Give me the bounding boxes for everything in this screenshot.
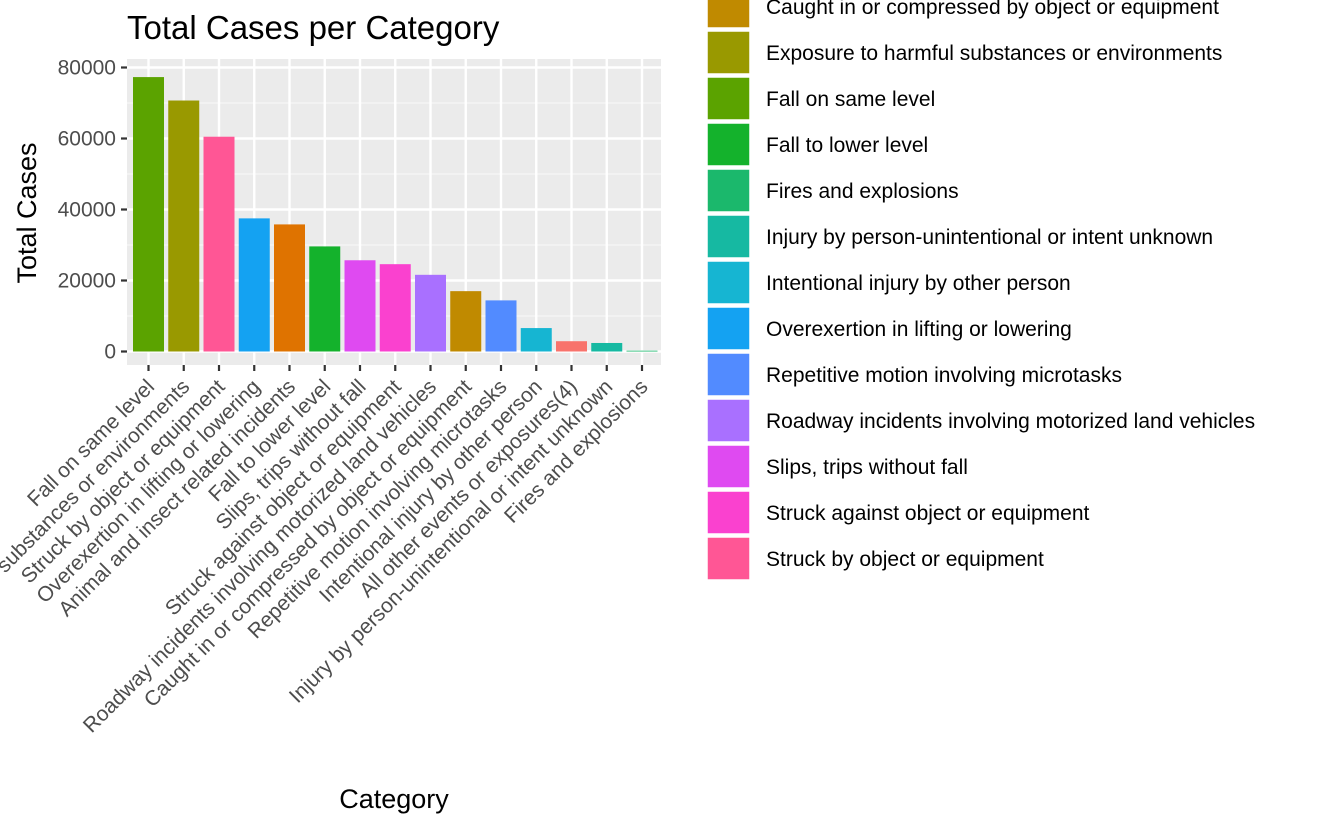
legend-label: Struck by object or equipment — [766, 548, 1044, 571]
bar — [450, 291, 482, 352]
legend-key — [706, 306, 751, 351]
legend-key — [706, 490, 751, 535]
y-tick-label: 60000 — [58, 128, 116, 151]
bar — [203, 136, 235, 352]
legend-label: Exposure to harmful substances or enviro… — [766, 42, 1222, 65]
legend-label: Fall on same level — [766, 88, 935, 111]
legend: Caught in or compressed by object or equ… — [706, 0, 1255, 581]
legend-label: Overexertion in lifting or lowering — [766, 318, 1072, 341]
y-tick-label: 0 — [104, 341, 116, 364]
y-tick-label: 20000 — [58, 270, 116, 293]
legend-key — [706, 444, 751, 489]
legend-label: Intentional injury by other person — [766, 272, 1071, 295]
bar — [556, 341, 587, 352]
legend-label: Struck against object or equipment — [766, 502, 1090, 525]
bar — [309, 246, 341, 352]
legend-key — [706, 0, 751, 29]
bar — [133, 77, 164, 352]
chart-title: Total Cases per Category — [127, 9, 500, 46]
x-axis-label: Category — [339, 784, 449, 814]
bar — [591, 342, 623, 352]
legend-label: Fires and explosions — [766, 180, 959, 203]
legend-label: Repetitive motion involving microtasks — [766, 364, 1122, 387]
legend-key — [706, 214, 751, 259]
bars — [133, 77, 658, 352]
legend-key — [706, 168, 751, 213]
bar — [379, 264, 411, 352]
bar — [168, 100, 200, 352]
legend-key — [706, 536, 751, 581]
legend-key — [706, 122, 751, 167]
bar — [344, 260, 376, 352]
legend-key — [706, 352, 751, 397]
bar — [274, 224, 305, 352]
legend-key — [706, 76, 751, 121]
y-axis-label: Total Cases — [12, 142, 42, 283]
legend-label: Roadway incidents involving motorized la… — [766, 410, 1255, 433]
y-tick-label: 80000 — [58, 57, 116, 80]
legend-key — [706, 30, 751, 75]
bar — [485, 300, 517, 352]
bar — [520, 328, 552, 352]
legend-label: Injury by person-unintentional or intent… — [766, 226, 1213, 249]
legend-label: Caught in or compressed by object or equ… — [766, 0, 1219, 19]
legend-label: Fall to lower level — [766, 134, 928, 157]
bar — [626, 350, 658, 352]
legend-key — [706, 398, 751, 443]
x-axis: Fall on same levelExposure to harmful su… — [0, 365, 653, 737]
y-axis: 0 20000 40000 60000 80000 — [58, 57, 127, 364]
legend-label: Slips, trips without fall — [766, 456, 968, 479]
y-tick-label: 40000 — [58, 199, 116, 222]
legend-key — [706, 260, 751, 305]
bar — [238, 218, 270, 352]
bar — [415, 274, 446, 352]
